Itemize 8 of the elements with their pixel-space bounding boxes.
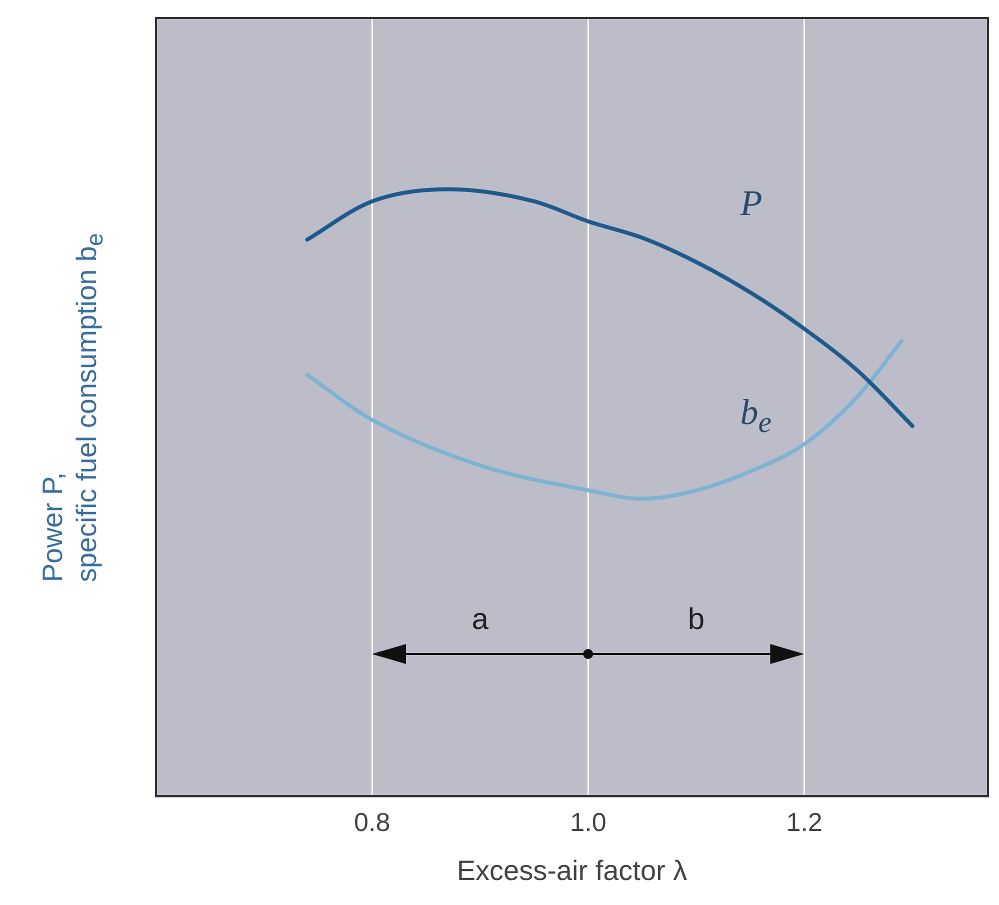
annotation: b [686,603,706,637]
x-axis-title: Excess-air factor λ [456,854,688,886]
x-tick-label: 0.8 [354,806,390,837]
series-label: b$_{e}$ [740,391,772,441]
annotation: a [470,603,490,637]
x-tick-label: 1.2 [786,806,822,837]
series-label: P [740,182,762,224]
x-tick-label: 1.0 [570,806,606,837]
